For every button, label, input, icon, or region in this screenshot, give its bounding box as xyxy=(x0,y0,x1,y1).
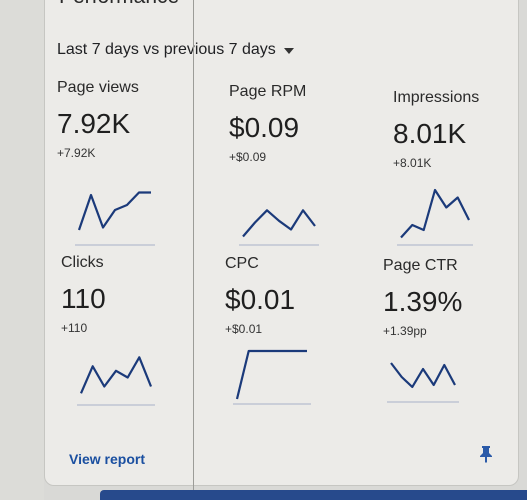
clicks-sparkline xyxy=(77,356,155,406)
caret-down-icon xyxy=(283,48,294,54)
metric-value: 7.92K xyxy=(57,108,131,139)
card-title: Performance xyxy=(59,0,179,9)
metric-label: Page views xyxy=(57,79,139,96)
metric-label: Page CTR xyxy=(383,257,458,274)
metric-delta: +$0.09 xyxy=(229,150,267,164)
metric-cpc[interactable]: CPC $0.01 +$0.01 xyxy=(225,255,375,336)
bottom-accent-bar xyxy=(100,490,527,500)
performance-card: Performance Last 7 days vs previous 7 da… xyxy=(44,0,519,486)
metric-label: Clicks xyxy=(61,254,104,271)
date-range-label: Last 7 days vs previous 7 days xyxy=(57,41,276,58)
metric-page-ctr[interactable]: Page CTR 1.39% +1.39pp xyxy=(383,257,527,338)
page-rpm-sparkline xyxy=(239,209,319,246)
metric-value: 110 xyxy=(61,283,106,314)
metric-label: CPC xyxy=(225,255,259,272)
metric-value: 8.01K xyxy=(393,118,467,149)
metric-delta: +7.92K xyxy=(57,146,96,160)
view-report-link[interactable]: View report xyxy=(69,451,145,467)
pin-icon[interactable] xyxy=(479,445,493,463)
metric-value: $0.09 xyxy=(229,112,300,143)
page-views-sparkline xyxy=(75,191,155,246)
cpc-sparkline xyxy=(233,349,311,405)
sparkline-trend xyxy=(235,349,307,400)
metric-label: Impressions xyxy=(393,89,480,106)
metric-label: Page RPM xyxy=(229,83,307,100)
metric-clicks[interactable]: Clicks 110 +110 xyxy=(61,254,211,335)
sparkline-trend xyxy=(77,191,151,231)
background-strip xyxy=(0,0,44,500)
sparkline-trend xyxy=(79,356,153,394)
metric-delta: +8.01K xyxy=(393,156,432,170)
impressions-sparkline xyxy=(397,188,473,246)
monitor-divider xyxy=(193,0,194,500)
metric-page-views[interactable]: Page views 7.92K +7.92K xyxy=(57,79,207,160)
metric-delta: +110 xyxy=(61,321,88,335)
sparkline-trend xyxy=(390,362,456,389)
sparkline-trend xyxy=(400,188,470,239)
metric-page-rpm[interactable]: Page RPM $0.09 +$0.09 xyxy=(229,83,379,164)
metric-delta: +1.39pp xyxy=(383,324,427,338)
metric-value: 1.39% xyxy=(383,286,463,317)
page-ctr-sparkline xyxy=(387,362,459,403)
metric-value: $0.01 xyxy=(225,284,296,315)
sparkline-trend xyxy=(242,209,316,238)
metric-impressions[interactable]: Impressions 8.01K +8.01K xyxy=(393,89,527,170)
metric-delta: +$0.01 xyxy=(225,322,263,336)
date-range-dropdown[interactable]: Last 7 days vs previous 7 days xyxy=(57,41,294,59)
